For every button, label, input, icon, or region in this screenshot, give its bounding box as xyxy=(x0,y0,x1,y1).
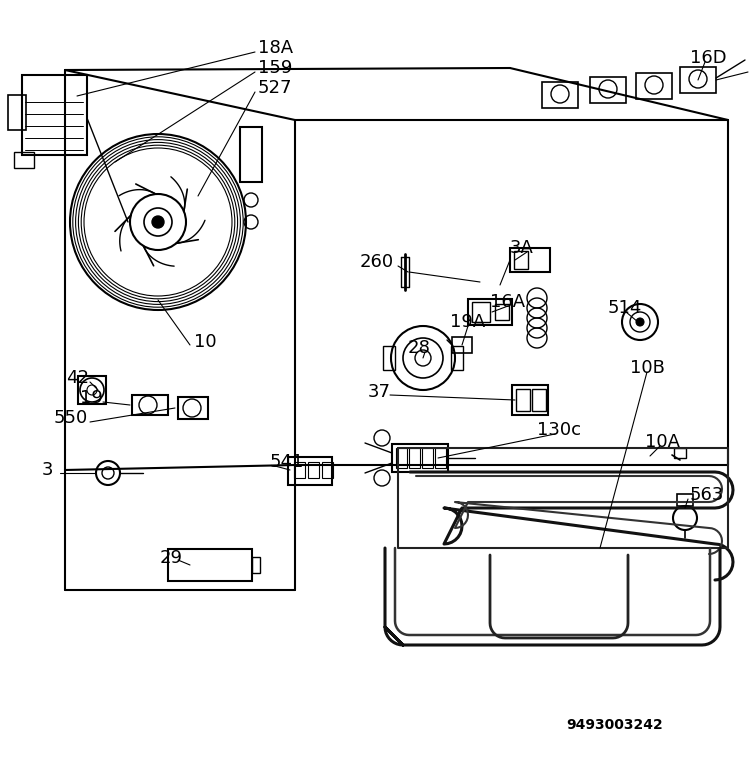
Text: 10B: 10B xyxy=(630,359,664,377)
Text: 3A: 3A xyxy=(510,239,534,257)
Bar xyxy=(409,448,420,468)
Bar xyxy=(422,448,433,468)
Bar xyxy=(452,337,472,353)
Text: 28: 28 xyxy=(408,339,430,357)
Text: 550: 550 xyxy=(54,409,88,427)
Bar xyxy=(512,385,548,415)
Bar xyxy=(132,395,168,415)
Bar xyxy=(468,299,512,325)
Bar xyxy=(495,304,509,320)
Bar xyxy=(636,73,672,99)
Bar xyxy=(294,462,305,478)
Bar xyxy=(240,127,262,182)
Circle shape xyxy=(152,216,164,228)
Bar xyxy=(396,448,407,468)
Text: 527: 527 xyxy=(258,79,292,97)
Text: 16A: 16A xyxy=(490,293,525,311)
Bar xyxy=(542,82,578,108)
Text: 19: 19 xyxy=(80,389,103,407)
Text: 42: 42 xyxy=(66,369,89,387)
Text: 130c: 130c xyxy=(537,421,581,439)
Text: 10: 10 xyxy=(194,333,217,351)
Text: 3: 3 xyxy=(42,461,53,479)
Text: 514: 514 xyxy=(608,299,642,317)
Text: 159: 159 xyxy=(258,59,292,77)
Bar xyxy=(78,376,106,404)
Bar xyxy=(677,494,693,506)
Circle shape xyxy=(636,318,644,326)
Bar xyxy=(22,75,87,155)
Bar xyxy=(322,462,333,478)
Text: 9493003242: 9493003242 xyxy=(566,718,663,732)
Bar xyxy=(514,251,528,269)
Bar xyxy=(308,462,319,478)
Bar xyxy=(510,248,550,272)
Bar xyxy=(674,448,686,458)
Bar xyxy=(472,302,490,322)
Bar xyxy=(168,549,252,581)
Text: 18A: 18A xyxy=(258,39,293,57)
Text: 37: 37 xyxy=(368,383,391,401)
Bar xyxy=(516,389,530,411)
Text: 563: 563 xyxy=(690,486,724,504)
Text: 29: 29 xyxy=(160,549,183,567)
Text: 541: 541 xyxy=(270,453,304,471)
Bar xyxy=(532,389,546,411)
Bar xyxy=(392,444,448,472)
Bar xyxy=(8,95,26,130)
Text: 19A: 19A xyxy=(450,313,485,331)
Text: 260: 260 xyxy=(360,253,394,271)
Text: 10A: 10A xyxy=(645,433,680,451)
Bar xyxy=(178,397,208,419)
Bar xyxy=(680,67,716,93)
Bar xyxy=(451,346,463,370)
Bar xyxy=(288,457,332,485)
Bar xyxy=(383,346,395,370)
Text: 16D: 16D xyxy=(690,49,727,67)
Bar xyxy=(252,557,260,573)
Bar xyxy=(435,448,446,468)
Bar xyxy=(14,152,34,168)
Bar xyxy=(590,77,626,103)
